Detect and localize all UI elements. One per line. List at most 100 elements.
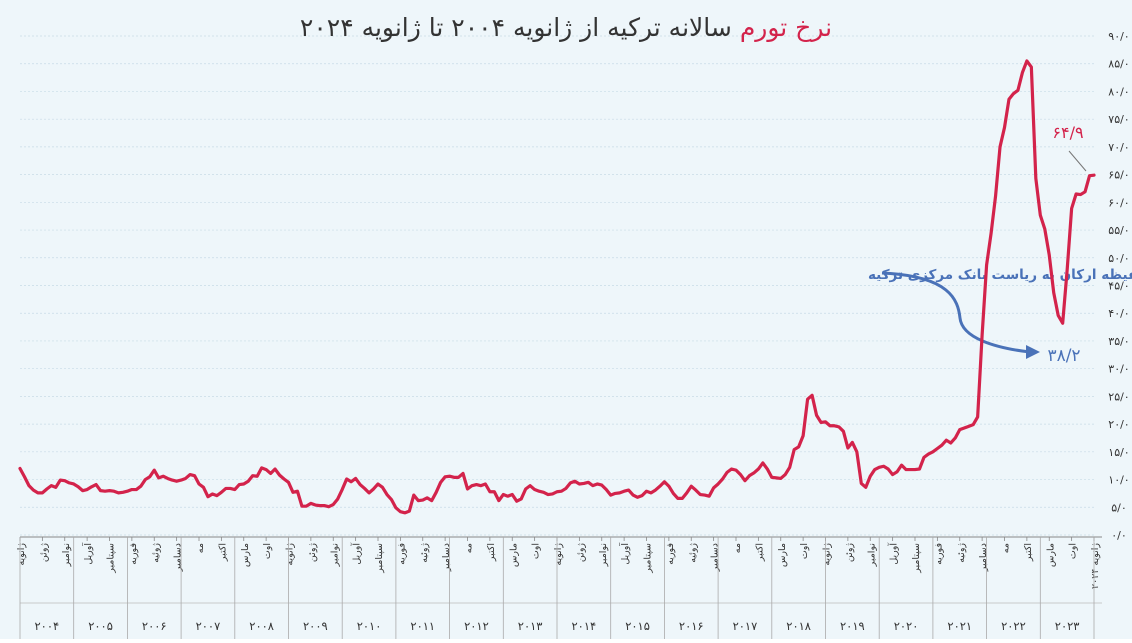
y-tick-label: ۵۰/۰ <box>1108 252 1129 265</box>
x-tick-label: آوریل <box>81 543 94 565</box>
x-tick-label: اکتبر <box>754 543 765 562</box>
y-tick-label: ۶۵/۰ <box>1108 169 1129 182</box>
x-year-label: ۲۰۱۶ <box>679 619 704 633</box>
x-tick-label: نوامبر <box>598 543 609 567</box>
x-tick-label: اکتبر <box>486 543 497 562</box>
y-tick-label: ۶۰/۰ <box>1108 196 1129 209</box>
y-tick-label: ۴۵/۰ <box>1108 280 1129 293</box>
x-year-label: ۲۰۰۸ <box>249 619 274 633</box>
x-tick-label: ژوئیه <box>687 543 698 563</box>
x-tick-label: مارس <box>777 543 788 567</box>
x-axis: ژانویه ژوئن نوامبر آوریل سپتامبر فوریه ژوئیه دس… <box>16 536 1102 639</box>
x-tick-label: فوریه <box>933 543 944 565</box>
chart-title-rest: سالانه ترکیه از ژانویه ۲۰۰۴ تا ژانویه ۲۰… <box>300 13 732 42</box>
x-tick-label: اوت <box>799 543 810 559</box>
y-tick-label: ۵۵/۰ <box>1108 224 1129 237</box>
x-tick-label: دسامبر <box>978 543 989 572</box>
y-tick-label: ۸۰/۰ <box>1108 85 1129 98</box>
x-tick-label: فوریه <box>665 543 676 565</box>
x-tick-label: دسامبر <box>173 543 184 572</box>
x-tick-label: مه <box>464 543 475 553</box>
x-tick-label: اوت <box>531 543 542 559</box>
x-tick-label: ژانویه <box>822 543 833 566</box>
y-tick-label: ۷۵/۰ <box>1108 113 1129 126</box>
y-tick-label: ۰/۰ <box>1111 529 1127 542</box>
x-tick-label: ژانویه ۲۰۲۴ <box>1090 543 1101 589</box>
x-tick-label: نوامبر <box>329 543 340 567</box>
annotation-low-value-label: ۳۸/۲ <box>1047 346 1080 366</box>
x-year-label: ۲۰۱۹ <box>840 619 865 633</box>
y-tick-label: ۱۰/۰ <box>1108 474 1129 487</box>
x-tick-label: مارس <box>240 543 251 567</box>
annotation-arrow-head <box>1026 345 1040 359</box>
x-tick-label: ژوئن <box>307 543 318 562</box>
x-year-label: ۲۰۰۴ <box>34 619 59 633</box>
x-tick-label: ژوئیه <box>956 543 967 563</box>
x-year-label: ۲۰۱۱ <box>410 619 435 633</box>
x-year-label: ۲۰۰۶ <box>142 619 167 633</box>
x-year-label: ۲۰۱۵ <box>625 619 650 633</box>
inflation-series <box>18 59 1096 515</box>
x-year-label: ۲۰۰۵ <box>88 619 113 633</box>
x-year-label: ۲۰۱۴ <box>571 619 596 633</box>
x-tick-label: مارس <box>508 543 519 567</box>
x-tick-label: سپتامبر <box>374 543 385 574</box>
y-tick-label: ۷۰/۰ <box>1108 141 1129 154</box>
x-year-label: ۲۰۰۷ <box>196 619 221 633</box>
chart-title: نرخ تورم سالانه ترکیه از ژانویه ۲۰۰۴ تا … <box>300 13 832 42</box>
y-tick-label: ۵/۰ <box>1111 501 1127 514</box>
x-tick-label: نوامبر <box>866 543 877 567</box>
x-tick-label: ژانویه <box>285 543 296 566</box>
x-year-label: ۲۰۱۳ <box>518 619 543 633</box>
x-tick-label: ژوئن <box>575 543 586 562</box>
x-year-label: ۲۰۲۱ <box>947 619 972 633</box>
y-tick-label: ۲۰/۰ <box>1108 418 1129 431</box>
chart-title-highlight: نرخ تورم <box>740 13 832 42</box>
last-value-label: ۶۴/۹ <box>1052 123 1083 142</box>
x-tick-label: دسامبر <box>710 543 721 572</box>
x-tick-label: مه <box>732 543 743 553</box>
x-year-label: ۲۰۲۳ <box>1055 619 1080 633</box>
inflation-line <box>18 59 1096 515</box>
x-tick-label: آوریل <box>618 543 631 565</box>
y-tick-label: ۸۵/۰ <box>1108 58 1129 71</box>
x-year-label: ۲۰۱۸ <box>786 619 811 633</box>
x-tick-label: آوریل <box>350 543 363 565</box>
x-tick-label: ژوئن <box>844 543 855 562</box>
y-tick-label: ۹۰/۰ <box>1108 30 1129 43</box>
x-tick-label: ژانویه <box>16 543 27 566</box>
y-tick-label: ۱۵/۰ <box>1108 446 1129 459</box>
x-year-label: ۲۰۲۰ <box>894 619 919 633</box>
x-tick-label: ژوئیه <box>150 543 161 563</box>
x-tick-label: سپتامبر <box>106 543 117 574</box>
y-tick-label: ۳۵/۰ <box>1108 335 1129 348</box>
x-tick-label: سپتامبر <box>911 543 922 574</box>
x-year-label: ۲۰۲۲ <box>1001 619 1026 633</box>
x-tick-label: اکتبر <box>1023 543 1034 562</box>
x-tick-label: اوت <box>1068 543 1079 559</box>
x-tick-label: فوریه <box>128 543 139 565</box>
x-tick-label: اوت <box>262 543 273 559</box>
x-tick-label: نوامبر <box>61 543 72 567</box>
y-tick-label: ۳۰/۰ <box>1108 363 1129 376</box>
y-tick-label: ۲۵/۰ <box>1108 390 1129 403</box>
x-tick-label: ژوئیه <box>419 543 430 563</box>
annotation-arrow <box>881 271 1031 354</box>
x-year-label: ۲۰۱۷ <box>733 619 758 633</box>
x-tick-label: سپتامبر <box>643 543 654 574</box>
last-value-leader-line <box>1068 150 1087 172</box>
x-tick-label: ژانویه <box>553 543 564 566</box>
x-tick-label: آوریل <box>887 543 900 565</box>
x-tick-label: مه <box>1001 543 1012 553</box>
x-year-label: ۲۰۰۹ <box>303 619 328 633</box>
x-tick-label: ژوئن <box>38 543 49 562</box>
x-tick-label: مارس <box>1045 543 1056 567</box>
x-tick-label: اکتبر <box>217 543 228 562</box>
x-year-label: ۲۰۱۰ <box>357 619 382 633</box>
grid-lines <box>20 35 1094 536</box>
x-year-label: ۲۰۱۲ <box>464 619 489 633</box>
x-tick-label: دسامبر <box>441 543 452 572</box>
